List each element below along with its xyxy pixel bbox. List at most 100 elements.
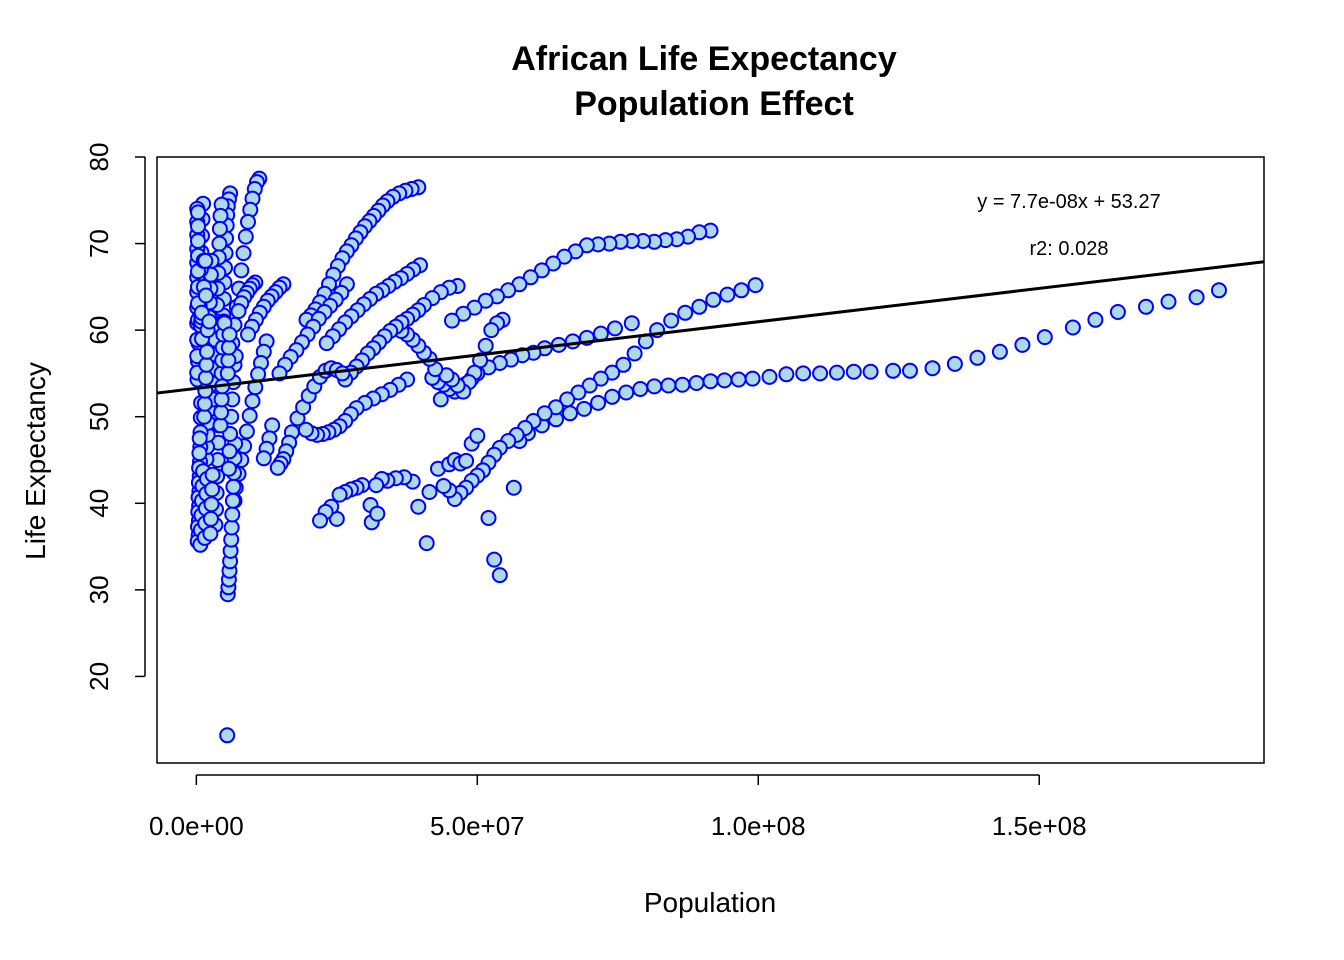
data-point: [1188, 289, 1205, 306]
data-point: [237, 228, 254, 245]
data-point: [196, 395, 213, 412]
data-point: [536, 405, 553, 422]
data-point: [197, 287, 214, 304]
data-point: [522, 269, 539, 286]
data-point: [688, 375, 705, 391]
data-point: [545, 255, 562, 272]
data-point: [646, 378, 663, 395]
data-point: [674, 376, 691, 393]
x-axis: 0.0e+00 5.0e+07 1.0e+08 1.5e+08: [149, 774, 1087, 841]
data-point: [204, 481, 221, 498]
chart-title: African Life Expectancy: [511, 40, 897, 78]
regression-equation: y = 7.7e-08x + 53.27: [977, 191, 1160, 213]
data-point: [705, 291, 722, 308]
data-point: [238, 423, 255, 440]
y-tick-label: 40: [84, 489, 114, 518]
data-point: [477, 292, 494, 309]
data-point: [480, 510, 497, 526]
data-point: [477, 337, 494, 354]
data-point: [556, 248, 573, 265]
data-point: [224, 492, 241, 509]
data-point: [491, 567, 508, 584]
data-point: [318, 335, 335, 352]
data-point: [719, 286, 736, 303]
data-point: [223, 519, 240, 536]
data-point: [660, 377, 677, 394]
data-point: [1160, 293, 1177, 310]
data-point: [991, 343, 1008, 360]
data-point: [744, 370, 761, 387]
data-point: [240, 213, 256, 230]
data-point: [845, 363, 862, 380]
y-axis-label: Life Expectancy: [20, 362, 51, 560]
data-point: [190, 218, 206, 235]
data-point: [201, 313, 218, 330]
data-point: [559, 391, 576, 408]
data-point: [230, 303, 247, 320]
data-point: [1064, 319, 1081, 336]
data-point: [220, 352, 237, 369]
data-point: [486, 551, 503, 568]
data-point: [604, 388, 621, 405]
data-point: [1211, 282, 1227, 299]
x-tick-label: 1.5e+08: [992, 811, 1087, 841]
data-point: [203, 496, 220, 513]
data-point: [220, 339, 237, 356]
data-point: [1014, 336, 1031, 353]
x-axis-label: Population: [644, 887, 776, 918]
data-point: [533, 262, 550, 279]
x-tick-label: 0.0e+00: [149, 811, 244, 841]
data-point: [590, 394, 607, 411]
data-point: [221, 326, 238, 343]
data-point: [623, 315, 640, 332]
data-point: [747, 277, 764, 294]
data-point: [691, 298, 708, 315]
data-point: [778, 366, 795, 383]
data-point: [902, 362, 918, 379]
data-point: [418, 535, 435, 552]
data-point: [264, 417, 281, 434]
data-point: [212, 207, 229, 224]
y-tick-label: 30: [84, 575, 114, 604]
data-point: [812, 365, 829, 382]
data-point: [1087, 311, 1104, 328]
data-point: [312, 512, 328, 529]
r-squared-label: r2: 0.028: [1030, 238, 1109, 260]
data-point: [435, 478, 452, 494]
data-point: [202, 510, 219, 527]
y-axis: 20 30 40 50 60 70 80: [84, 143, 146, 691]
data-point: [213, 391, 230, 408]
y-tick-label: 50: [84, 402, 114, 431]
data-point: [733, 282, 750, 299]
data-point: [702, 373, 719, 390]
data-point: [202, 525, 219, 542]
data-point: [432, 391, 449, 408]
data-point: [369, 505, 386, 522]
data-point: [570, 384, 587, 401]
data-point: [334, 365, 351, 382]
data-point: [946, 355, 963, 372]
data-point: [421, 484, 438, 500]
data-point: [592, 370, 609, 387]
data-point: [219, 727, 236, 744]
data-point: [828, 364, 845, 381]
y-tick-label: 60: [84, 316, 114, 345]
data-point: [410, 498, 427, 515]
data-point: [220, 460, 237, 477]
data-point: [224, 506, 241, 523]
data-point: [197, 252, 214, 269]
data-point: [730, 371, 747, 388]
data-point: [862, 363, 879, 380]
y-tick-label: 70: [84, 229, 114, 258]
data-point: [197, 369, 214, 386]
data-point: [225, 478, 242, 495]
data-point: [1036, 329, 1053, 346]
data-point: [615, 356, 632, 373]
y-tick-label: 80: [84, 143, 114, 172]
data-point: [191, 430, 208, 447]
y-tick-label: 20: [84, 662, 114, 691]
data-point: [455, 305, 472, 322]
x-tick-label: 5.0e+07: [430, 811, 525, 841]
data-point: [581, 377, 598, 394]
